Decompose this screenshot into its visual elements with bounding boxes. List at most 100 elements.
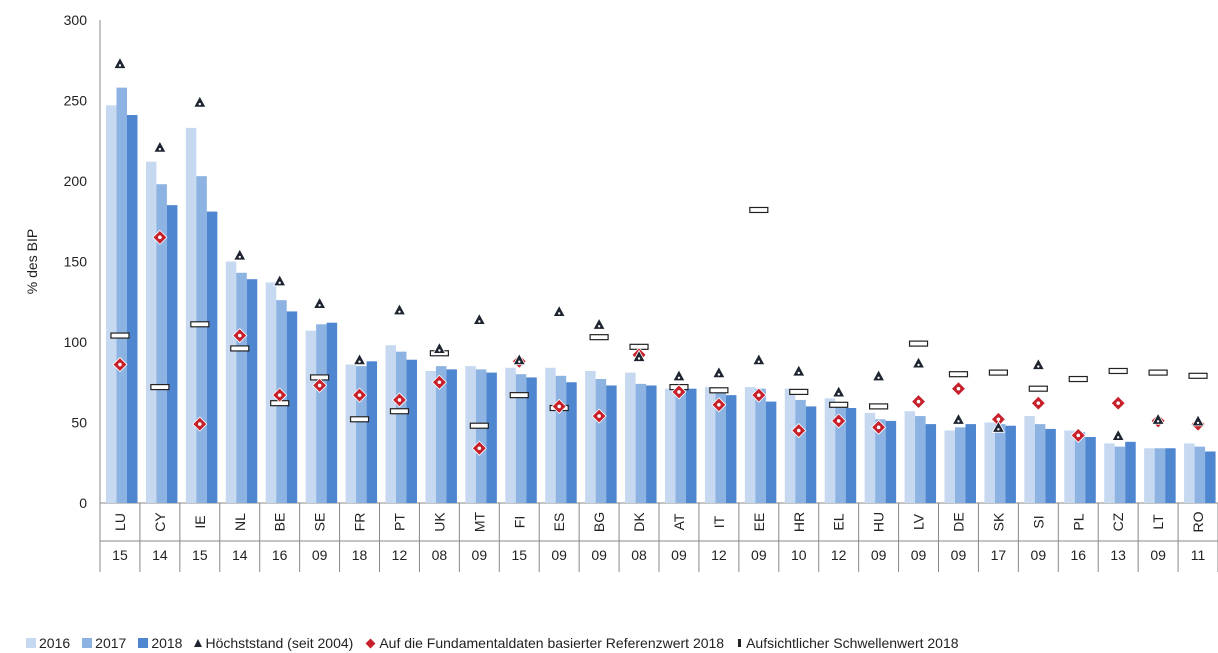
reference-marker-dot-SI bbox=[1036, 401, 1041, 405]
x-tick-label-PL: PL bbox=[1070, 513, 1086, 530]
bar-2018-SI bbox=[1045, 428, 1056, 503]
threshold-marker-HR bbox=[789, 388, 809, 396]
threshold-marker-HU bbox=[869, 403, 889, 410]
legend-label-peak: Höchststand (seit 2004) bbox=[205, 635, 354, 651]
peak-marker-FI bbox=[512, 352, 526, 366]
x-year-label-DE: 09 bbox=[951, 547, 967, 563]
bar-2017-IT bbox=[715, 391, 726, 503]
reference-marker-dot-HU bbox=[876, 425, 881, 430]
peak-marker-dot-UK bbox=[438, 349, 441, 352]
reference-marker-dot-AT bbox=[677, 390, 681, 394]
bar-2017-FR bbox=[356, 366, 367, 503]
bar-2016-ES bbox=[545, 367, 556, 503]
bar-2017-DK bbox=[635, 383, 647, 503]
peak-marker-UK bbox=[432, 341, 447, 354]
peak-marker-LU bbox=[113, 56, 127, 69]
x-tick-label-SE: SE bbox=[312, 513, 328, 532]
bar-2017-CY bbox=[156, 184, 167, 503]
bar-2016-FR bbox=[345, 364, 357, 503]
threshold-marker-EE bbox=[749, 206, 769, 214]
x-tick-label-LV: LV bbox=[911, 513, 927, 530]
peak-marker-SI bbox=[1031, 357, 1045, 370]
peak-marker-EE bbox=[752, 352, 766, 366]
x-year-label-IE: 15 bbox=[192, 547, 208, 563]
threshold-marker-RO bbox=[1188, 372, 1208, 379]
x-year-label-IT: 12 bbox=[711, 547, 727, 563]
bar-2018-EE bbox=[765, 401, 777, 503]
x-year-label-AT: 09 bbox=[671, 547, 687, 563]
bar-2018-RO bbox=[1205, 451, 1216, 503]
legend-swatch-2018 bbox=[138, 638, 149, 648]
legend-label-2018: 2018 bbox=[151, 635, 183, 651]
peak-marker-dot-EE bbox=[757, 360, 761, 363]
peak-marker-dot-HR bbox=[797, 371, 800, 375]
bar-2017-EE bbox=[755, 388, 766, 503]
threshold-marker-IE bbox=[190, 321, 210, 328]
x-tick-label-MT: MT bbox=[471, 511, 487, 532]
peak-marker-dot-NL bbox=[238, 255, 241, 259]
x-tick-label-AT: AT bbox=[671, 513, 687, 530]
peak-marker-FR bbox=[352, 352, 367, 366]
x-tick-label-BG: BG bbox=[591, 512, 607, 532]
x-tick-label-IE: IE bbox=[192, 515, 208, 528]
bar-2016-LT bbox=[1144, 448, 1155, 503]
reference-marker-dot-PT bbox=[397, 398, 402, 402]
bar-2017-LU bbox=[116, 87, 127, 504]
reference-marker-dot-BE bbox=[277, 393, 282, 397]
x-tick-label-SK: SK bbox=[990, 512, 1006, 531]
peak-marker-LV bbox=[911, 356, 926, 369]
threshold-marker-IT bbox=[709, 387, 729, 394]
bar-2016-CY bbox=[145, 161, 157, 503]
bar-2016-EE bbox=[744, 387, 756, 503]
bar-2016-SE bbox=[305, 330, 317, 503]
bar-2016-NL bbox=[225, 261, 237, 503]
y-axis-label: % des BIP bbox=[24, 229, 40, 294]
x-year-label-FR: 18 bbox=[352, 547, 368, 563]
bar-2016-LV bbox=[904, 411, 916, 503]
reference-marker-dot-EL bbox=[836, 419, 841, 423]
y-tick-label: 150 bbox=[64, 254, 88, 270]
threshold-marker-DE bbox=[948, 371, 969, 378]
bar-2018-ES bbox=[566, 382, 577, 503]
bar-2016-HU bbox=[864, 412, 876, 503]
bar-2017-PT bbox=[396, 351, 407, 503]
bar-2017-HU bbox=[875, 419, 886, 503]
x-tick-label-NL: NL bbox=[232, 513, 248, 531]
bar-2018-NL bbox=[246, 279, 258, 503]
reference-marker-dot-NL bbox=[237, 333, 242, 338]
x-tick-label-BE: BE bbox=[272, 513, 288, 532]
bar-2018-UK bbox=[446, 369, 457, 503]
reference-marker-dot-IT bbox=[717, 402, 721, 407]
peak-marker-dot-BE bbox=[278, 281, 281, 285]
peak-marker-dot-LT bbox=[1156, 420, 1160, 423]
legend-swatch-2016 bbox=[26, 638, 36, 648]
x-tick-label-EE: EE bbox=[751, 513, 767, 532]
reference-marker-dot-LV bbox=[916, 399, 921, 404]
x-year-label-LU: 15 bbox=[112, 547, 128, 563]
bar-2016-CZ bbox=[1104, 443, 1115, 503]
bar-2017-IE bbox=[196, 176, 207, 504]
peak-marker-dot-ES bbox=[557, 312, 561, 315]
bar-2016-IE bbox=[185, 127, 197, 504]
legend: 2016 2017 2018 Höchststand (seit 2004) A… bbox=[26, 635, 971, 651]
peak-marker-dot-FR bbox=[358, 360, 361, 363]
threshold-marker-PT bbox=[389, 408, 410, 415]
peak-marker-DE bbox=[951, 412, 966, 425]
bar-2017-DE bbox=[955, 427, 966, 503]
y-tick-label: 100 bbox=[64, 334, 88, 350]
bar-2017-HR bbox=[795, 399, 806, 503]
threshold-marker-CZ bbox=[1108, 367, 1128, 375]
legend-label-2016: 2016 bbox=[39, 635, 71, 651]
peak-marker-dot-CZ bbox=[1116, 436, 1120, 439]
reference-marker-dot-PL bbox=[1076, 433, 1081, 438]
x-year-label-FI: 15 bbox=[511, 547, 527, 563]
peak-marker-dot-IE bbox=[198, 102, 202, 106]
x-year-label-SE: 09 bbox=[312, 547, 328, 563]
bar-2017-LV bbox=[915, 416, 926, 503]
peak-marker-dot-EL bbox=[837, 392, 840, 396]
peak-marker-EL bbox=[832, 385, 846, 398]
threshold-marker-CY bbox=[150, 383, 170, 391]
x-tick-label-DE: DE bbox=[950, 512, 966, 531]
bar-2016-FI bbox=[505, 367, 516, 503]
